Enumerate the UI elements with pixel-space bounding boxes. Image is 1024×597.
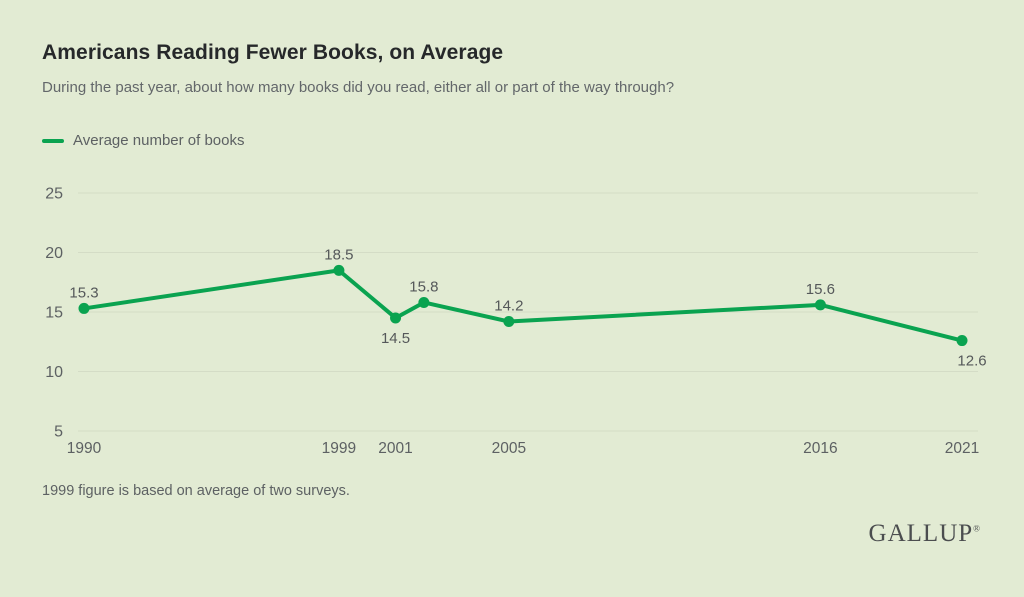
data-point: [418, 296, 430, 308]
data-point: [390, 312, 402, 324]
legend-label: Average number of books: [73, 132, 245, 149]
y-tick-label: 20: [45, 245, 63, 262]
gallup-logo-text: GALLUP: [868, 520, 974, 547]
x-tick-label: 1999: [322, 440, 356, 457]
y-tick-label: 25: [45, 186, 63, 203]
legend: Average number of books: [42, 132, 245, 149]
x-tick-label: 2021: [945, 440, 979, 457]
y-tick-label: 10: [45, 364, 63, 381]
data-point: [814, 299, 826, 311]
chart-footnote: 1999 figure is based on average of two s…: [42, 483, 350, 499]
gallup-logo: GALLUP®: [869, 520, 980, 548]
x-tick-label: 2005: [492, 440, 526, 457]
data-point-label: 12.6: [957, 353, 986, 370]
data-point: [333, 264, 345, 276]
data-point-label: 15.3: [69, 284, 98, 301]
data-point-label: 18.5: [324, 246, 353, 263]
data-point-label: 14.5: [381, 330, 410, 347]
data-point-label: 15.6: [806, 281, 835, 298]
x-tick-label: 1990: [67, 440, 102, 457]
legend-line-swatch: [42, 138, 64, 143]
page-title: Americans Reading Fewer Books, on Averag…: [42, 41, 504, 64]
data-point: [956, 335, 968, 347]
chart-subtitle: During the past year, about how many boo…: [42, 79, 675, 96]
line-chart: 25 20 15 10 5 1990 1999 2001 2005 2016 2021 15.3 18.…: [0, 170, 1024, 470]
registered-trademark-icon: ®: [973, 523, 980, 534]
x-tick-label: 2016: [803, 440, 837, 457]
data-point: [78, 302, 90, 314]
data-point: [503, 316, 515, 328]
x-tick-label: 2001: [378, 440, 412, 457]
data-point-label: 15.8: [409, 278, 438, 295]
y-tick-label: 15: [45, 305, 63, 322]
data-point-label: 14.2: [494, 298, 523, 315]
y-tick-label: 5: [54, 424, 63, 441]
